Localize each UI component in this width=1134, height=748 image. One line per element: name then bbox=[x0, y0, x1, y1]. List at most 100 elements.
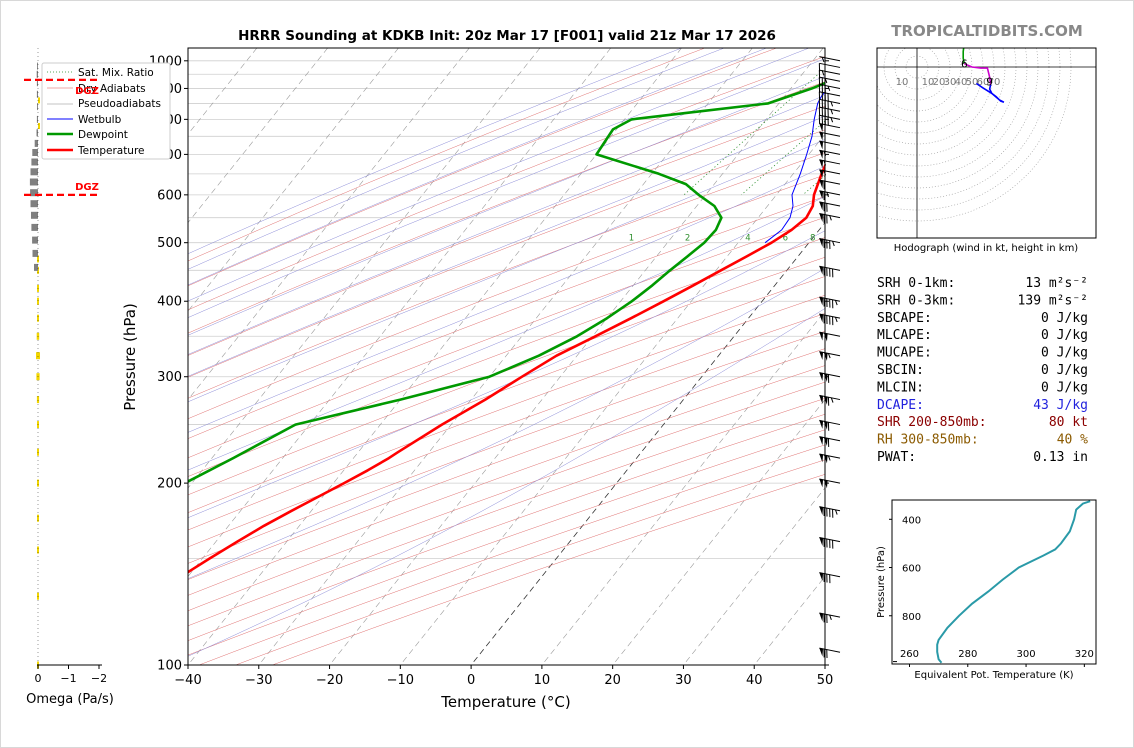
index-value: 139 m²s⁻² bbox=[1018, 293, 1088, 308]
index-label: SBCAPE: bbox=[877, 311, 932, 326]
moist-adiabat-line bbox=[188, 94, 825, 355]
omega-bar-rising bbox=[37, 514, 39, 522]
x-tick-label: 20 bbox=[604, 673, 621, 688]
wind-barb bbox=[819, 537, 841, 549]
dry-adiabat-line bbox=[188, 81, 825, 334]
dry-adiabat-line bbox=[188, 129, 825, 378]
wind-barb bbox=[819, 56, 841, 63]
omega-bar-rising bbox=[37, 255, 39, 263]
dry-adiabat-line bbox=[188, 398, 825, 627]
moist-adiabat-line bbox=[188, 48, 767, 286]
wind-barb bbox=[819, 140, 841, 150]
index-row: MLCIN: 0 J/kg bbox=[877, 380, 1088, 395]
index-row: RH 300-850mb: 40 % bbox=[877, 433, 1088, 448]
wind-barb bbox=[819, 351, 841, 361]
hodograph-ring-label: 20 bbox=[933, 77, 946, 88]
dry-adiabat-line bbox=[188, 313, 825, 548]
wind-barb bbox=[819, 131, 841, 141]
wind-barb bbox=[818, 98, 841, 110]
index-row: SHR 200-850mb: 80 kt bbox=[877, 415, 1088, 430]
omega-bars bbox=[29, 48, 40, 669]
wind-barb bbox=[818, 106, 841, 118]
dry-adiabat-line bbox=[188, 381, 825, 612]
hodograph-ring-label: 40 bbox=[955, 77, 968, 88]
skewt-profiles: 5F20F bbox=[188, 81, 825, 574]
index-label: DCAPE: bbox=[877, 398, 924, 413]
moist-adiabat-line bbox=[188, 115, 825, 377]
hodograph-ring-label: 60 bbox=[977, 77, 990, 88]
moist-adiabat-line bbox=[188, 48, 725, 270]
theta-e-profile bbox=[936, 500, 1091, 664]
omega-bar-sinking bbox=[36, 90, 38, 98]
dewpoint-profile bbox=[188, 81, 825, 483]
wind-barb bbox=[819, 313, 841, 326]
dry-adiabat-line bbox=[188, 196, 825, 439]
theta-e-frame bbox=[891, 499, 1097, 665]
omega-bar-sinking bbox=[34, 139, 38, 147]
wind-barb bbox=[819, 213, 841, 224]
x-tick-label: −40 bbox=[174, 673, 201, 688]
dry-adiabat-line bbox=[188, 216, 825, 459]
omega-bar-rising bbox=[37, 297, 39, 305]
omega-bar-sinking bbox=[34, 263, 38, 271]
wind-barb bbox=[819, 647, 841, 659]
wind-barb bbox=[819, 238, 841, 250]
chart-title: HRRR Sounding at KDKB Init: 20z Mar 17 [… bbox=[238, 28, 776, 44]
index-row: SBCAPE: 0 J/kg bbox=[877, 311, 1088, 326]
wetbulb-profile bbox=[764, 91, 825, 244]
index-value: 40 % bbox=[1057, 433, 1088, 448]
y-tick-label: 500 bbox=[157, 236, 182, 251]
omega-bar-sinking bbox=[37, 62, 38, 70]
theta-e-x-tick-label: 300 bbox=[1017, 649, 1036, 660]
dgz-markers: DGZ DGZ bbox=[24, 78, 99, 196]
theta-e-y-tick-label: 800 bbox=[902, 612, 921, 623]
x-tick-label: 0 bbox=[467, 673, 475, 688]
omega-bar-sinking bbox=[30, 168, 38, 176]
wind-barb bbox=[819, 265, 841, 278]
index-value: 13 m²s⁻² bbox=[1025, 276, 1088, 291]
x-tick-label: −30 bbox=[245, 673, 272, 688]
theta-e-line bbox=[936, 500, 1091, 664]
hodograph-segment bbox=[962, 48, 966, 64]
index-row: SRH 0-1km: 13 m²s⁻² bbox=[877, 276, 1088, 291]
omega-bar-sinking bbox=[36, 129, 38, 137]
dry-adiabat-line bbox=[188, 331, 825, 564]
omega-bar-sinking bbox=[32, 236, 38, 244]
dry-adiabat-line bbox=[188, 48, 705, 262]
index-row: PWAT: 0.13 in bbox=[877, 450, 1088, 465]
index-value: 43 J/kg bbox=[1033, 398, 1088, 413]
wind-barb bbox=[819, 331, 841, 342]
wind-barb bbox=[819, 572, 841, 584]
moist-adiabat-line bbox=[188, 268, 825, 579]
y-tick-label: 600 bbox=[157, 188, 182, 203]
wind-barb bbox=[819, 149, 841, 159]
dry-adiabat-line bbox=[188, 413, 825, 641]
skewt-legend: Sat. Mix. Ratio Dry Adiabats Pseudoadiab… bbox=[41, 62, 171, 160]
omega-bar-sinking bbox=[29, 178, 38, 186]
omega-xlabel: Omega (Pa/s) bbox=[26, 692, 114, 707]
wind-barb bbox=[818, 91, 841, 102]
isotherm-line bbox=[541, 310, 825, 665]
mixing-ratio-label: 4 bbox=[745, 234, 750, 244]
omega-bar-sinking bbox=[36, 79, 38, 87]
skewt-ylabel: Pressure (hPa) bbox=[121, 303, 139, 411]
dry-adiabat-line bbox=[188, 348, 825, 580]
x-tick-label: −10 bbox=[387, 673, 414, 688]
moist-adiabat-line bbox=[188, 139, 825, 403]
theta-e-y-tick-label: 600 bbox=[902, 564, 921, 575]
wind-barbs bbox=[818, 56, 841, 659]
theta-e-y-tick-label: 400 bbox=[902, 515, 921, 526]
x-tick-label: 10 bbox=[534, 673, 551, 688]
index-label: MLCAPE: bbox=[877, 328, 932, 343]
theta-e-x-tick-label: 280 bbox=[958, 649, 977, 660]
index-value: 0.13 in bbox=[1033, 450, 1088, 465]
omega-ticks: 0 −1 −2 bbox=[35, 665, 107, 685]
moist-adiabat-line bbox=[188, 75, 825, 336]
index-label: SRH 0-3km: bbox=[877, 293, 955, 308]
dgz-label-top: DGZ bbox=[75, 182, 99, 193]
mixing-ratio-label: 2 bbox=[685, 234, 690, 244]
wind-barb bbox=[819, 201, 841, 212]
omega-tick-label: −1 bbox=[60, 672, 76, 685]
isotherm-line bbox=[188, 48, 399, 312]
